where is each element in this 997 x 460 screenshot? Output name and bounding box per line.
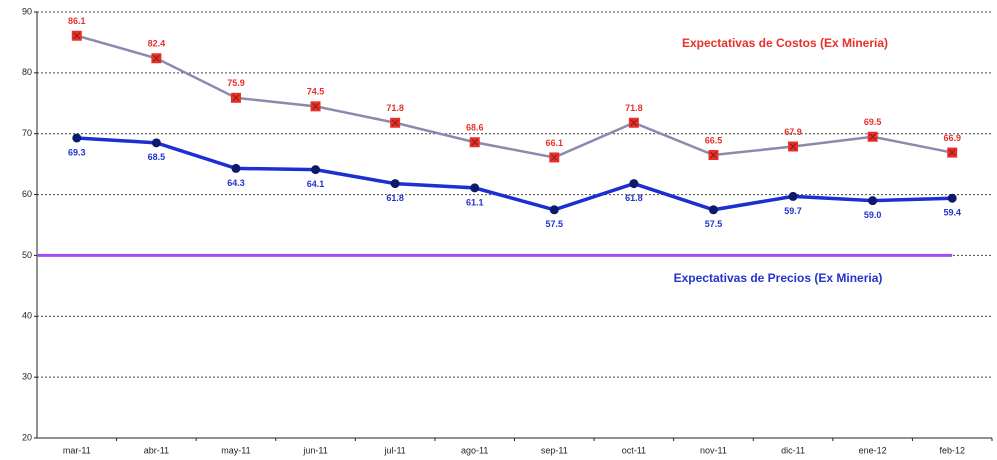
marker bbox=[629, 179, 639, 189]
marker bbox=[72, 133, 82, 143]
marker-cross bbox=[153, 54, 160, 62]
marker-cross bbox=[789, 143, 797, 150]
marker-cross bbox=[73, 32, 81, 40]
x-tick-label: sep-11 bbox=[541, 445, 568, 455]
marker-cross bbox=[550, 154, 558, 161]
y-tick-label: 90 bbox=[22, 6, 32, 16]
y-tick-label: 70 bbox=[22, 128, 32, 138]
data-label: 68.6 bbox=[466, 123, 484, 133]
x-tick-label: ago-11 bbox=[461, 445, 488, 455]
x-tick-label: oct-11 bbox=[622, 445, 646, 455]
data-label: 82.4 bbox=[148, 39, 166, 49]
marker-cross bbox=[869, 133, 876, 141]
data-label: 71.8 bbox=[625, 103, 643, 113]
legend-costos: Expectativas de Costos (Ex Mineria) bbox=[681, 36, 889, 50]
y-tick-label: 40 bbox=[22, 311, 32, 321]
x-tick-label: dic-11 bbox=[781, 445, 805, 455]
marker bbox=[151, 138, 161, 148]
data-label: 59.0 bbox=[864, 210, 882, 220]
x-tick-label: abr-11 bbox=[144, 445, 169, 455]
data-label: 61.8 bbox=[386, 193, 404, 203]
marker-cross bbox=[232, 94, 240, 102]
data-label: 66.9 bbox=[943, 133, 961, 143]
data-label: 57.5 bbox=[705, 219, 723, 229]
data-label: 69.3 bbox=[68, 147, 86, 157]
data-label: 61.8 bbox=[625, 193, 643, 203]
data-label: 59.4 bbox=[943, 208, 961, 218]
data-label: 61.1 bbox=[466, 197, 484, 207]
x-tick-label: mar-11 bbox=[63, 445, 91, 455]
data-label: 69.5 bbox=[864, 117, 882, 127]
y-tick-label: 60 bbox=[22, 189, 32, 199]
marker bbox=[708, 205, 718, 215]
data-label: 75.9 bbox=[227, 78, 245, 88]
marker bbox=[788, 191, 798, 201]
series-line bbox=[76, 136, 953, 212]
data-label: 71.8 bbox=[386, 103, 404, 113]
marker bbox=[231, 163, 241, 173]
marker-cross bbox=[710, 151, 717, 159]
marker-cross bbox=[391, 119, 399, 127]
marker bbox=[390, 179, 400, 189]
y-tick-label: 30 bbox=[22, 372, 32, 382]
marker-cross bbox=[471, 138, 479, 146]
marker-cross bbox=[630, 119, 638, 127]
marker bbox=[549, 205, 559, 215]
series-line bbox=[76, 34, 953, 159]
x-tick-label: ene-12 bbox=[859, 445, 887, 455]
x-tick-label: may-11 bbox=[221, 445, 250, 455]
marker-cross bbox=[948, 149, 956, 156]
marker-cross bbox=[312, 102, 319, 110]
x-tick-label: jul-11 bbox=[383, 445, 405, 455]
data-label: 86.1 bbox=[68, 16, 86, 26]
y-tick-label: 20 bbox=[22, 432, 32, 442]
data-label: 68.5 bbox=[148, 152, 166, 162]
x-tick-label: nov-11 bbox=[700, 445, 727, 455]
y-tick-label: 80 bbox=[22, 67, 32, 77]
data-label: 64.1 bbox=[307, 179, 325, 189]
marker bbox=[868, 196, 878, 206]
data-label: 74.5 bbox=[307, 87, 325, 97]
data-label: 66.5 bbox=[705, 135, 723, 145]
data-label: 57.5 bbox=[546, 219, 564, 229]
marker bbox=[311, 165, 321, 175]
y-tick-label: 50 bbox=[22, 250, 32, 260]
marker bbox=[947, 193, 957, 203]
x-tick-label: feb-12 bbox=[939, 445, 965, 455]
data-label: 59.7 bbox=[784, 206, 802, 216]
data-label: 66.1 bbox=[546, 138, 564, 148]
marker bbox=[470, 183, 480, 193]
legend-precios: Expectativas de Precios (Ex Mineria) bbox=[673, 271, 883, 285]
data-label: 67.9 bbox=[784, 127, 802, 137]
x-tick-label: jun-11 bbox=[302, 445, 327, 455]
data-label: 64.3 bbox=[227, 178, 245, 188]
